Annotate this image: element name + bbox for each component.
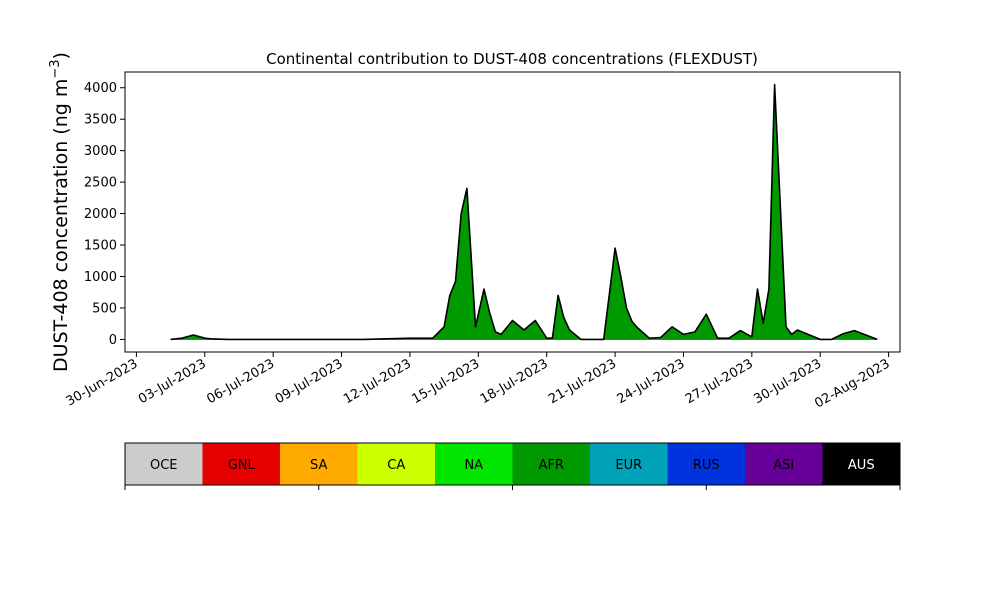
legend-swatch-rus [667,443,746,485]
x-tick-label-27-Jul-2023: 27-Jul-2023 [683,356,756,407]
legend-swatch-gnl [202,443,281,485]
legend-label-gnl: GNL [228,458,256,473]
y-tick-label-1000: 1000 [84,270,117,285]
y-axis-label-superscript: −3 [48,59,63,78]
legend-label-oce: OCE [150,458,178,473]
x-tick-label-12-Jul-2023: 12-Jul-2023 [341,356,414,407]
y-tick-label-1500: 1500 [84,239,117,254]
x-tick-label-24-Jul-2023: 24-Jul-2023 [615,356,688,407]
legend-label-aus: AUS [848,458,875,473]
legend-swatch-asi [745,443,823,485]
legend-label-asi: ASI [773,458,794,473]
x-tick-label-06-Jul-2023: 06-Jul-2023 [204,356,277,407]
y-tick-label-2000: 2000 [84,207,117,222]
y-tick-label-3000: 3000 [84,144,117,159]
x-tick-label-30-Jun-2023: 30-Jun-2023 [64,356,141,409]
legend-label-ca: CA [387,458,405,473]
y-tick-label-2500: 2500 [84,176,117,191]
legend-swatch-aus [822,443,901,485]
legend: OCE GNL SA CA NA AFR EUR RUS ASI AUS [124,442,901,490]
chart-title: Continental contribution to DUST-408 con… [266,50,758,68]
x-tick-label-18-Jul-2023: 18-Jul-2023 [478,356,551,407]
x-tick-label-03-Jul-2023: 03-Jul-2023 [136,356,209,407]
legend-swatch-oce [125,443,203,485]
x-tick-label-15-Jul-2023: 15-Jul-2023 [409,356,482,407]
y-tick-label-500: 500 [92,301,117,316]
y-axis-label: DUST-408 concentration (ng m−3) [48,52,72,372]
legend-label-eur: EUR [615,458,642,473]
legend-swatch-ca [357,443,436,485]
plot-frame [124,71,901,353]
y-tick-label-3500: 3500 [84,113,117,128]
legend-swatch-sa [280,443,358,485]
y-tick-label-0: 0 [109,333,117,348]
x-tick-label-21-Jul-2023: 21-Jul-2023 [546,356,619,407]
legend-label-afr: AFR [539,458,564,473]
x-tick-label-02-Aug-2023: 02-Aug-2023 [812,356,892,411]
y-axis-label-main: DUST-408 concentration (ng m [50,79,72,372]
legend-swatch-afr [512,443,591,485]
legend-label-rus: RUS [693,458,720,473]
y-axis-label-close: ) [50,52,72,59]
legend-label-sa: SA [310,458,327,473]
legend-swatch-na [435,443,513,485]
x-tick-label-09-Jul-2023: 09-Jul-2023 [273,356,346,407]
legend-swatch-eur [590,443,668,485]
series-line-afr [170,83,878,341]
plot-area [170,83,878,341]
legend-label-na: NA [464,458,483,473]
y-tick-label-4000: 4000 [84,81,117,96]
